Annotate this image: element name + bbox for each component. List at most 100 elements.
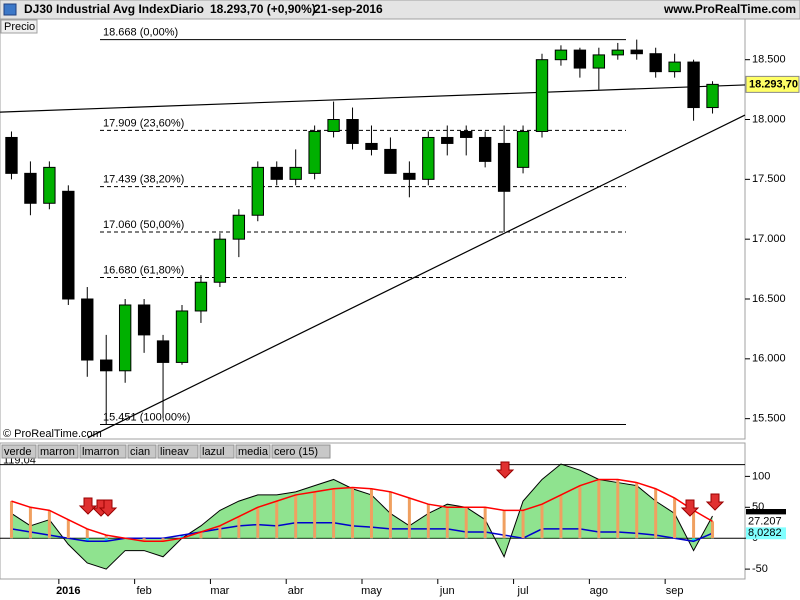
candle-body — [460, 130, 473, 138]
candle-body — [630, 49, 643, 55]
legend-label: lineav — [160, 446, 189, 458]
arrow — [705, 493, 725, 511]
legend-box — [199, 444, 235, 459]
trendline — [87, 114, 746, 439]
candle-body — [384, 148, 397, 174]
candle-body — [62, 190, 75, 300]
candle-body — [251, 166, 264, 216]
legend-label: cero (15) — [274, 446, 318, 458]
x-tick-label: 2016 — [56, 585, 80, 597]
candle-body — [5, 136, 18, 174]
y-tick-label: 15.500 — [752, 413, 786, 425]
legend-box — [271, 444, 331, 459]
x-tick-label: ago — [590, 585, 608, 597]
candle-body — [81, 298, 94, 361]
candle-body — [403, 172, 416, 180]
legend-label: media — [238, 446, 269, 458]
arrow — [78, 497, 98, 515]
legend-box — [157, 444, 199, 459]
oscillator-area — [11, 464, 713, 570]
candle-body — [24, 172, 37, 204]
legend-label: marron — [40, 446, 75, 458]
candle-body — [175, 310, 189, 363]
symbol: DJ30 Industrial Avg Index — [24, 2, 170, 16]
indicator-frame — [0, 442, 746, 580]
x-tick-label: mar — [210, 585, 229, 597]
legend-box — [235, 444, 271, 459]
copyright: © ProRealTime.com — [3, 428, 102, 440]
y-tick-label: 100 — [752, 470, 770, 482]
series-line — [11, 478, 713, 543]
arrow — [98, 499, 118, 517]
y-tick-label: -50 — [752, 563, 768, 575]
candle-body — [649, 53, 662, 73]
legend-label: verde — [4, 446, 32, 458]
candle-body — [592, 54, 606, 69]
candle-body — [535, 59, 549, 132]
candle-body — [308, 130, 321, 174]
candle-body — [497, 142, 511, 192]
candle-body — [478, 136, 492, 162]
fib-label: 16.680 (61,80%) — [103, 264, 184, 276]
trendline — [0, 84, 746, 113]
panel-tag — [0, 19, 38, 34]
y-tick-label: 18.000 — [752, 113, 786, 125]
value-tag: 27.207 — [748, 515, 782, 527]
legend-label: lazul — [202, 446, 225, 458]
panel-label: Precio — [4, 21, 35, 33]
value-tag-bg — [746, 526, 786, 540]
fib-label: 17.439 (38,20%) — [103, 174, 184, 186]
value-tag: 8,0282 — [748, 527, 782, 539]
fib-label: 17.060 (50,00%) — [103, 219, 184, 231]
fib-label: 17.909 (23,60%) — [103, 117, 184, 129]
price-tag: 18.293,70 — [749, 78, 798, 90]
candle-body — [213, 238, 227, 283]
header-icon — [3, 3, 17, 16]
fib-label: 18.668 (0,00%) — [103, 26, 178, 38]
y-tick-label: 16.000 — [752, 353, 786, 365]
x-tick-label: feb — [136, 585, 151, 597]
site: www.ProRealTime.com — [663, 2, 796, 16]
oscillator-line — [11, 463, 713, 570]
candle-body — [346, 119, 359, 144]
date: 21-sep-2016 — [314, 2, 383, 16]
value-tag-bg — [746, 514, 786, 528]
price-tag-bg — [745, 75, 800, 93]
fib-label: 15.451 (100,00%) — [103, 411, 190, 423]
signal-arrows — [78, 461, 725, 517]
candle-body — [554, 49, 568, 61]
legend-box — [1, 444, 37, 459]
candle-body — [611, 49, 624, 56]
candle-body — [137, 304, 151, 336]
quote: 18.293,70 (+0,90%) — [210, 2, 316, 16]
candle-body — [365, 142, 378, 150]
legend-box — [127, 444, 157, 459]
legend-label: cian — [130, 446, 150, 458]
y-tick-label: 18.500 — [752, 54, 786, 66]
candle-body — [232, 214, 246, 240]
x-tick-label: jun — [439, 585, 455, 597]
candle-body — [573, 49, 587, 69]
legend-box — [79, 444, 127, 459]
x-tick-label: abr — [288, 585, 304, 597]
candle-body — [100, 359, 113, 372]
legend-label: lmarron — [82, 446, 119, 458]
candle-body — [194, 281, 208, 312]
y-tick-label: 16.500 — [752, 293, 786, 305]
arrow — [495, 461, 515, 479]
period: Diario — [170, 2, 204, 16]
candle-body — [118, 304, 132, 372]
price-frame — [0, 18, 746, 440]
candle-body — [327, 119, 340, 132]
x-tick-label: jul — [517, 585, 529, 597]
candle-body — [422, 136, 435, 180]
candle-body — [441, 136, 454, 144]
y-tick-label: 50 — [752, 501, 764, 513]
candle-body — [687, 61, 700, 109]
candle-body — [43, 166, 56, 204]
candle-body — [270, 166, 283, 180]
candle-body — [668, 61, 681, 73]
